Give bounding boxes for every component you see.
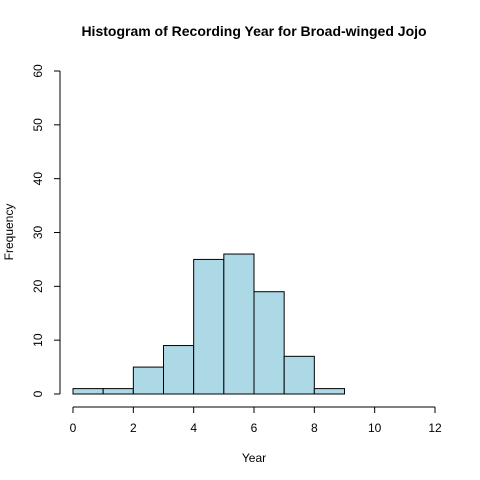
histogram-bar: [102, 388, 134, 395]
x-tick-label: 0: [70, 421, 77, 435]
x-tick-label: 8: [311, 421, 318, 435]
y-tick-label: 0: [31, 390, 45, 397]
histogram-bar: [72, 388, 104, 395]
y-tick-label: 50: [31, 118, 45, 132]
histogram-bar: [163, 345, 195, 395]
histogram-bar: [313, 388, 346, 395]
x-tick-label: 6: [251, 421, 258, 435]
y-tick-label: 40: [31, 172, 45, 186]
y-tick-label: 10: [31, 333, 45, 347]
x-axis: 0 2 4 6 8 10 12: [70, 406, 442, 435]
histogram-bar: [283, 355, 315, 395]
histogram-bar: [193, 258, 225, 395]
histogram-bar: [132, 366, 164, 395]
x-tick-label: 10: [368, 421, 382, 435]
y-tick-label: 30: [31, 226, 45, 240]
histogram-bar: [223, 253, 255, 395]
x-tick-label: 12: [428, 421, 442, 435]
bars-group: [72, 253, 346, 395]
y-axis-label: Frequency: [2, 204, 16, 261]
y-axis: 0 10 20 30 40 50 60: [31, 64, 61, 397]
x-tick-label: 2: [130, 421, 137, 435]
chart-title: Histogram of Recording Year for Broad-wi…: [81, 23, 426, 39]
x-axis-label: Year: [242, 451, 266, 465]
histogram-bar: [253, 291, 285, 395]
y-tick-label: 20: [31, 279, 45, 293]
y-tick-label: 60: [31, 64, 45, 78]
x-tick-label: 4: [190, 421, 197, 435]
